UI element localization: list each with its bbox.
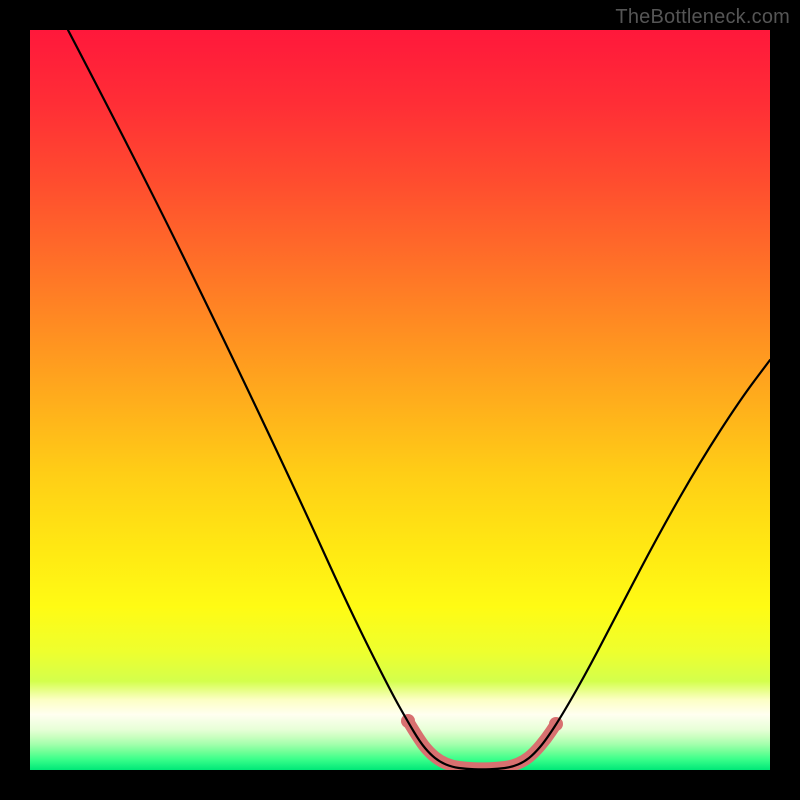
chart-container: TheBottleneck.com	[0, 0, 800, 800]
watermark-text: TheBottleneck.com	[615, 6, 790, 29]
bottleneck-curve-chart	[0, 0, 800, 800]
gradient-background	[30, 30, 770, 770]
